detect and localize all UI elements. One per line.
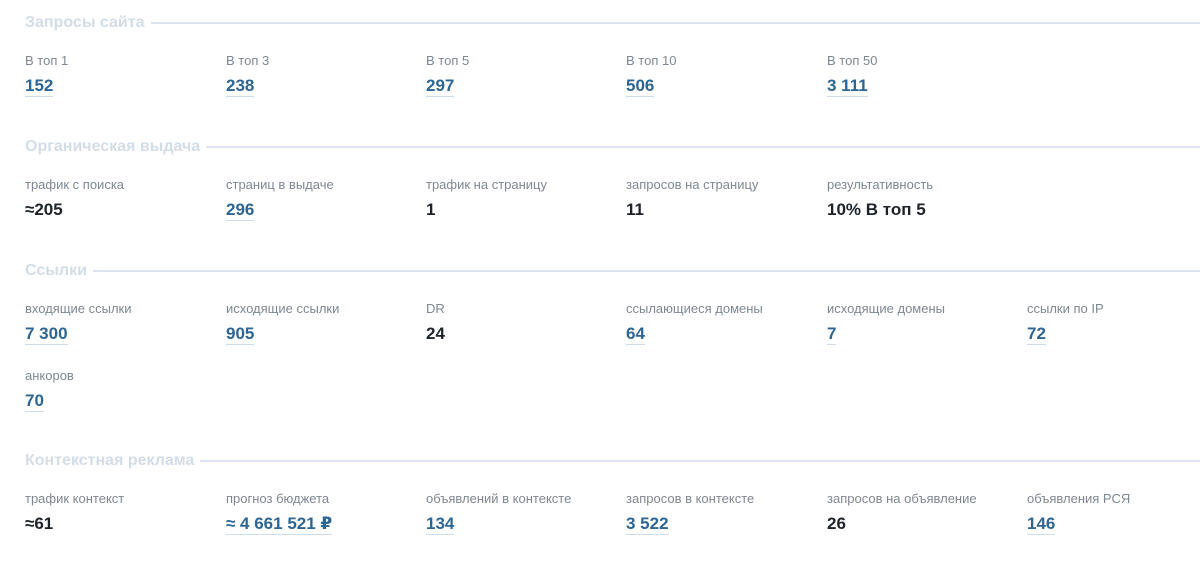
metric: входящие ссылки 7 300 [25,301,215,345]
metric-value-link[interactable]: 70 [25,391,44,412]
metric: ссылающиеся домены 64 [626,301,816,345]
metric-value-link[interactable]: 506 [626,76,655,97]
metric: запросов на объявление 26 [827,491,1017,535]
metric-value-link[interactable]: ≈ 4 661 521 ₽ [226,514,333,535]
metric-label: прогноз бюджета [226,491,330,506]
section-header: Запросы сайта [25,13,1200,33]
metric-value-link[interactable]: 297 [426,76,455,97]
metric-label: В топ 1 [25,53,69,68]
metric-value-link[interactable]: 152 [25,76,54,97]
metric: ссылки по IP 72 [1027,301,1200,345]
metric-label: запросов на объявление [827,491,977,506]
metric: прогноз бюджета ≈ 4 661 521 ₽ [226,491,416,535]
metric-value-link[interactable]: 3 111 [827,76,868,97]
section-header: Ссылки [25,261,1200,281]
metric-label: объявлений в контексте [426,491,572,506]
metric: DR 24 [426,301,616,345]
metric: исходящие домены 7 [827,301,1017,345]
metric: запросов в контексте 3 522 [626,491,816,535]
section-divider [150,22,1200,24]
metric-value: ≈61 [25,514,54,533]
metric-value: ≈205 [25,200,63,219]
metric: страниц в выдаче 296 [226,177,416,221]
metric-value: 26 [827,514,846,533]
section-divider [200,460,1200,462]
metric: трафик на страницу 1 [426,177,616,221]
metric: В топ 3 238 [226,53,416,97]
metric-label: трафик с поиска [25,177,125,192]
metric-label: объявления РСЯ [1027,491,1131,506]
section-header: Контекстная реклама [25,451,1200,471]
metric: В топ 10 506 [626,53,816,97]
metric-value-link[interactable]: 64 [626,324,645,345]
metric: результативность 10% В топ 5 [827,177,1017,221]
metric-label: В топ 10 [626,53,677,68]
metric-label: DR [426,301,445,316]
section-divider [206,146,1200,148]
metric: В топ 5 297 [426,53,616,97]
metric: исходящие ссылки 905 [226,301,416,345]
metric: запросов на страницу 11 [626,177,816,221]
metric-value-link[interactable]: 3 522 [626,514,669,535]
metric-value-link[interactable]: 146 [1027,514,1056,535]
metric-label: трафик контекст [25,491,125,506]
metric-value: 11 [626,200,644,219]
metric-label: ссылающиеся домены [626,301,763,316]
metric: анкоров 70 [25,368,215,412]
metric: объявлений в контексте 134 [426,491,616,535]
metric-label: исходящие домены [827,301,945,316]
metric: объявления РСЯ 146 [1027,491,1200,535]
metric: трафик с поиска ≈205 [25,177,215,221]
metric-value-link[interactable]: 296 [226,200,255,221]
section-divider [92,270,1200,272]
metric-label: анкоров [25,368,74,383]
metric-value-link[interactable]: 7 [827,324,837,345]
metric-label: В топ 5 [426,53,470,68]
section-title: Органическая выдача [25,138,201,155]
metric-label: В топ 50 [827,53,878,68]
metric-label: ссылки по IP [1027,301,1104,316]
metric: В топ 1 152 [25,53,215,97]
metric-value: 1 [426,200,436,219]
metric-value: 24 [426,324,445,343]
metric: В топ 50 3 111 [827,53,1017,97]
section-title: Ссылки [25,262,87,279]
metric-value: 10% В топ 5 [827,200,926,219]
metric-label: трафик на страницу [426,177,547,192]
metric: трафик контекст ≈61 [25,491,215,535]
metric-label: В топ 3 [226,53,270,68]
metric-label: запросов в контексте [626,491,755,506]
metric-label: входящие ссылки [25,301,132,316]
section-title: Контекстная реклама [25,452,195,469]
metric-label: исходящие ссылки [226,301,340,316]
metric-label: страниц в выдаче [226,177,334,192]
section-title: Запросы сайта [25,14,145,31]
metric-value-link[interactable]: 7 300 [25,324,68,345]
metric-value-link[interactable]: 238 [226,76,255,97]
metric-label: результативность [827,177,934,192]
metric-value-link[interactable]: 72 [1027,324,1046,345]
section-header: Органическая выдача [25,137,1200,157]
metric-label: запросов на страницу [626,177,759,192]
metric-value-link[interactable]: 134 [426,514,455,535]
metric-value-link[interactable]: 905 [226,324,255,345]
